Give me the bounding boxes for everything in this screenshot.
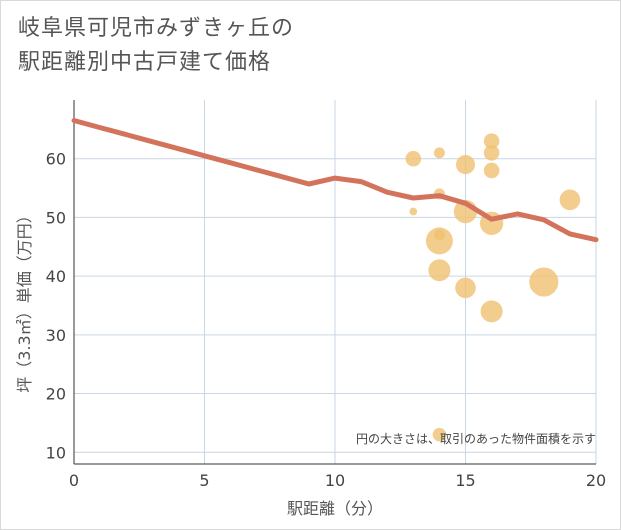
- chart-title-line-1: 岐阜県可児市みずきヶ丘の: [18, 16, 295, 41]
- bubble-point: [455, 155, 476, 175]
- y-tick-label: 60: [46, 150, 66, 169]
- bubble-point: [483, 133, 500, 149]
- bubble-point: [455, 277, 476, 299]
- bubble-point: [432, 427, 447, 442]
- y-tick-label: 30: [46, 326, 66, 345]
- x-tick-label: 20: [586, 471, 606, 490]
- trend-layer: [71, 118, 599, 243]
- y-tick-label: 40: [46, 267, 66, 286]
- bubble-point: [405, 150, 422, 167]
- bubble-point: [425, 227, 453, 255]
- bubble-point: [480, 300, 503, 323]
- x-tick-label: 5: [199, 471, 209, 490]
- x-tick-label: 10: [325, 471, 345, 490]
- chart-title-line-2: 駅距離別中古戸建て価格: [18, 50, 272, 75]
- trend-line: [71, 118, 599, 243]
- y-tick-label: 50: [46, 208, 66, 227]
- bubble-point: [433, 147, 445, 159]
- bubble-point: [409, 207, 418, 216]
- chart-title: 岐阜県可児市みずきヶ丘の 駅距離別中古戸建て価格: [18, 12, 294, 80]
- bubble-layer: [405, 133, 581, 442]
- bubble-point: [529, 267, 559, 297]
- bubble-point: [483, 145, 500, 161]
- y-tick-label: 20: [46, 385, 66, 404]
- bubble-point: [559, 189, 581, 211]
- x-tick-labels: 0 5 10 15 20: [69, 471, 606, 490]
- y-tick-label: 10: [46, 443, 66, 462]
- grid-lines: [73, 100, 597, 465]
- bubble-point: [483, 162, 500, 179]
- x-tick-label: 0: [69, 471, 79, 490]
- x-axis-label: 駅距離（分）: [287, 499, 383, 518]
- y-axis-label: 坪（3.3㎡）単価（万円）: [15, 207, 34, 392]
- y-tick-labels: 10 20 30 40 50 60: [46, 150, 66, 463]
- bubble-size-note: 円の大きさは、取引のあった物件面積を示す: [356, 431, 596, 446]
- bubble-point: [428, 259, 451, 282]
- x-tick-label: 15: [455, 471, 475, 490]
- bubble-point: [433, 229, 445, 241]
